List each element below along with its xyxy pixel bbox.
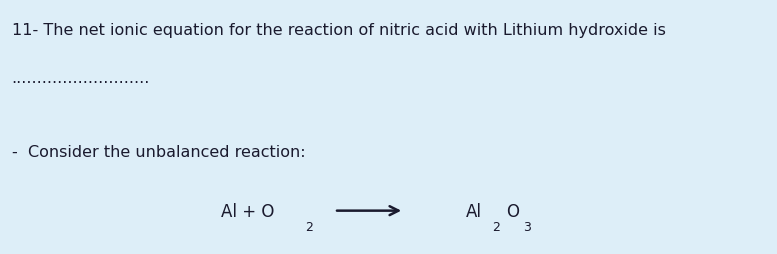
Text: Al: Al	[466, 202, 483, 220]
Text: ...........................: ...........................	[12, 71, 150, 86]
Text: -  Consider the unbalanced reaction:: - Consider the unbalanced reaction:	[12, 145, 305, 160]
Text: O: O	[507, 202, 520, 220]
Text: 2: 2	[493, 220, 500, 233]
Text: Al + O: Al + O	[221, 202, 275, 220]
Text: 11- The net ionic equation for the reaction of nitric acid with Lithium hydroxid: 11- The net ionic equation for the react…	[12, 23, 666, 38]
Text: 2: 2	[305, 220, 313, 233]
Text: 3: 3	[523, 220, 531, 233]
